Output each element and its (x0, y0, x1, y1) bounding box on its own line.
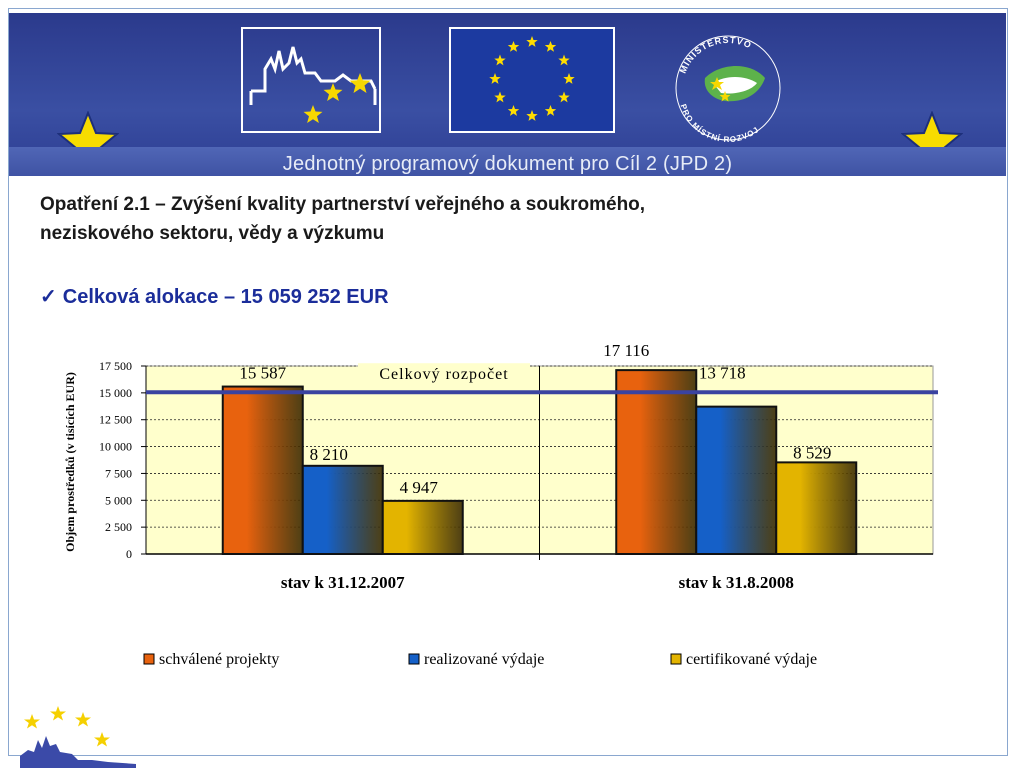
legend-swatch (143, 653, 155, 665)
header-caption-band (9, 147, 1006, 176)
legend-swatch (408, 653, 420, 665)
legend-label: certifikované výdaje (686, 651, 817, 668)
bar (381, 499, 464, 555)
page-title: Opatření 2.1 – Zvýšení kvality partnerst… (40, 190, 920, 248)
page-title-line-1: Opatření 2.1 – Zvýšení kvality partnerst… (40, 194, 646, 215)
y-axis-label: Objem prostředků (v tisících EUR) (63, 372, 77, 552)
legend-label: schválené projekty (159, 651, 279, 668)
ministry-logo: MINISTERSTVO PRO MÍSTNÍ ROZVOJ (665, 33, 791, 144)
y-tick-label: 7 500 (105, 466, 132, 480)
eu-star (544, 41, 557, 52)
eu-star (526, 36, 538, 47)
header-caption: Jednotný programový dokument pro Cíl 2 (… (282, 153, 733, 175)
y-tick-label: 0 (126, 547, 132, 561)
y-tick-label: 10 000 (99, 440, 132, 454)
checkmark-icon: ✓ (40, 286, 57, 308)
footer-castle-stars-icon (20, 706, 136, 768)
reference-line-label: Celkový rozpočet (379, 366, 508, 383)
region-logo (241, 27, 381, 133)
eu-star (526, 110, 538, 121)
eu-star (494, 91, 506, 103)
data-label: 17 116 (603, 341, 649, 360)
x-tick-label: stav k 31.8.2008 (679, 573, 794, 592)
page-title-line-2: neziskového sektoru, vědy a výzkumu (40, 223, 385, 244)
castle-skyline-icon (249, 46, 377, 123)
slide-frame (8, 8, 1008, 756)
eu-flag (449, 27, 615, 133)
y-tick-label: 5 000 (105, 493, 132, 507)
data-label: 8 529 (793, 443, 831, 462)
y-tick-label: 15 000 (99, 386, 132, 400)
bar (615, 369, 698, 555)
eu-star (494, 54, 506, 66)
y-tick-label: 17 500 (99, 359, 132, 373)
eu-star (544, 105, 557, 116)
eu-star (507, 41, 520, 52)
bar (301, 464, 384, 556)
data-label: 4 947 (400, 478, 439, 497)
eu-star (558, 91, 570, 103)
data-label: 15 587 (239, 364, 286, 383)
data-label: 13 718 (699, 364, 746, 383)
y-tick-label: 12 500 (99, 413, 132, 427)
allocation-line: ✓ Celková alokace – 15 059 252 EUR (40, 284, 389, 309)
bar (221, 385, 304, 555)
eu-star (489, 73, 501, 84)
legend-swatch (670, 653, 682, 665)
bar (775, 461, 858, 556)
ministry-emblem-icon: MINISTERSTVO PRO MÍSTNÍ ROZVOJ (675, 35, 781, 144)
eu-star (558, 54, 570, 66)
eu-star (563, 73, 575, 84)
legend-label: realizované výdaje (424, 651, 544, 668)
reference-label-bg (358, 363, 530, 386)
eu-stars-icon (489, 36, 575, 121)
allocation-text: Celková alokace – 15 059 252 EUR (62, 286, 389, 308)
bar (695, 405, 778, 555)
data-label: 8 210 (310, 445, 348, 464)
header-banner: MINISTERSTVO PRO MÍSTNÍ ROZVOJ Jednotný … (9, 13, 1006, 176)
x-tick-label: stav k 31.12.2007 (281, 573, 405, 592)
eu-star (507, 105, 520, 116)
y-tick-label: 2 500 (105, 520, 132, 534)
